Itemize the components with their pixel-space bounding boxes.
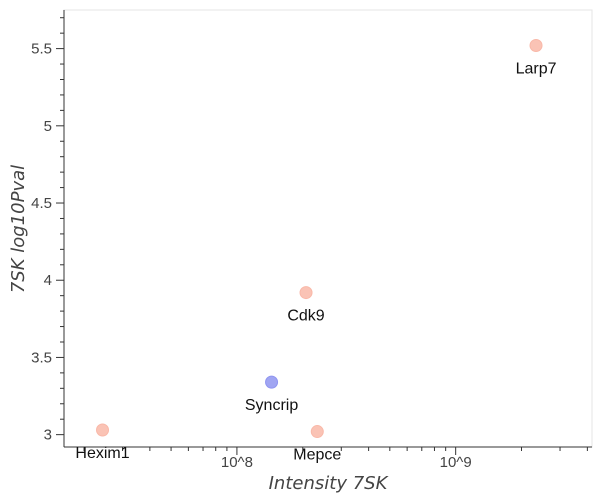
y-tick-label: 3 bbox=[44, 427, 52, 444]
y-axis-minor-ticks bbox=[60, 17, 64, 420]
data-point-label: Larp7 bbox=[516, 61, 557, 78]
y-tick-label: 4 bbox=[44, 272, 52, 289]
data-point bbox=[299, 286, 313, 300]
y-tick-label: 5 bbox=[44, 118, 52, 135]
data-point bbox=[96, 423, 110, 437]
y-tick-label: 4.5 bbox=[31, 195, 52, 212]
y-axis-title: 7SK log10Pval bbox=[8, 165, 29, 293]
data-point bbox=[529, 39, 543, 53]
data-point-label: Mepce bbox=[293, 447, 341, 464]
plot-frame bbox=[63, 9, 593, 448]
data-point-label: Hexim1 bbox=[75, 445, 129, 462]
y-axis-tick-labels: 3 3.5 4 4.5 5 5.5 bbox=[31, 41, 52, 444]
y-axis-ticks bbox=[56, 48, 64, 436]
data-point bbox=[265, 375, 279, 389]
x-axis-ticks bbox=[236, 447, 457, 455]
x-axis-tick-labels: 10^8 10^9 bbox=[221, 454, 472, 471]
data-point-label: Syncrip bbox=[245, 397, 298, 414]
x-axis-minor-ticks bbox=[83, 447, 588, 451]
data-point-label: Cdk9 bbox=[287, 308, 324, 325]
x-tick-label: 10^9 bbox=[440, 454, 472, 471]
data-points bbox=[96, 39, 543, 439]
data-point-labels: Larp7 Cdk9 Syncrip Hexim1 Mepce bbox=[75, 61, 556, 464]
data-point bbox=[310, 425, 324, 439]
y-tick-label: 3.5 bbox=[31, 349, 52, 366]
y-tick-label: 5.5 bbox=[31, 41, 52, 58]
x-axis-title: Intensity 7SK bbox=[269, 473, 389, 494]
x-tick-label: 10^8 bbox=[221, 454, 253, 471]
